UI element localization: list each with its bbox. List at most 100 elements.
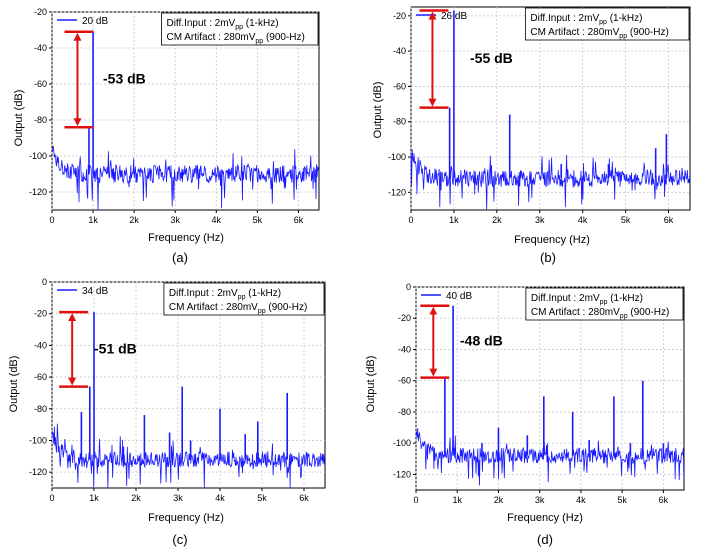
y-tick-label: -40	[393, 46, 406, 56]
x-tick-label: 4k	[576, 495, 586, 505]
y-tick-label: -80	[393, 117, 406, 127]
spectrum-trace	[415, 428, 685, 486]
info-line-diff-input: Diff.Input : 2mVpp (1-kHz)	[530, 13, 642, 26]
x-tick-label: 0	[49, 493, 54, 503]
x-tick-label: 2k	[129, 215, 139, 225]
legend-label: 20 dB	[82, 16, 108, 27]
y-tick-label: -100	[393, 438, 411, 448]
x-tick-label: 3k	[535, 495, 545, 505]
x-tick-label: 2k	[131, 493, 141, 503]
panel-caption: (a)	[172, 250, 188, 265]
info-text: CM Artifact : 280mV	[531, 307, 620, 318]
spectrum-trace	[51, 145, 320, 211]
x-tick-label: 5k	[257, 493, 267, 503]
y-tick-label: -100	[29, 435, 47, 445]
info-text: Diff.Input : 2mV	[169, 288, 238, 299]
y-tick-label: -20	[398, 313, 411, 323]
info-text: (900-Hz)	[628, 307, 670, 318]
panel-a: Output (dB) Frequency (Hz) (a) -120 -100 -…	[13, 7, 320, 265]
x-tick-label: 6k	[664, 215, 674, 225]
info-text: (1-kHz)	[607, 293, 643, 304]
x-tick-label: 3k	[170, 215, 180, 225]
x-axis-label: Frequency (Hz)	[514, 234, 590, 246]
info-box	[525, 287, 684, 321]
info-subscript: pp	[619, 33, 627, 40]
x-axis-label: Frequency (Hz)	[148, 512, 224, 524]
y-tick-label: -120	[393, 469, 411, 479]
x-tick-label: 6k	[299, 493, 309, 503]
y-tick-label: -100	[29, 151, 47, 161]
info-text: Diff.Input : 2mV	[530, 13, 599, 24]
x-tick-label: 0	[408, 215, 413, 225]
y-tick-label: -120	[388, 187, 406, 197]
info-subscript: pp	[599, 19, 607, 26]
info-box	[524, 7, 690, 41]
y-tick-label: -40	[34, 340, 47, 350]
x-tick-label: 1k	[449, 215, 459, 225]
panel-c: Output (dB) Frequency (Hz) (c) -120 -100 -…	[8, 277, 326, 547]
info-text: (900-Hz)	[263, 32, 305, 43]
legend-label: 40 dB	[446, 291, 472, 302]
x-tick-label: 3k	[535, 215, 545, 225]
y-tick-label: -20	[34, 7, 47, 17]
info-line-cm-artifact: CM Artifact : 280mVpp (900-Hz)	[530, 27, 668, 40]
x-tick-label: 1k	[88, 215, 98, 225]
y-axis-label: Output (dB)	[372, 82, 384, 139]
annotation-label: -53 dB	[103, 71, 146, 87]
plot-frame	[51, 281, 326, 489]
annotation-label: -51 dB	[94, 340, 137, 356]
y-axis-label: Output (dB)	[13, 90, 25, 147]
x-tick-label: 5k	[621, 215, 631, 225]
info-text: (1-kHz)	[243, 18, 279, 29]
x-axis-label: Frequency (Hz)	[148, 232, 224, 244]
y-tick-label: -60	[34, 79, 47, 89]
info-subscript: pp	[238, 294, 246, 301]
y-tick-label: -60	[34, 372, 47, 382]
info-text: Diff.Input : 2mV	[531, 293, 600, 304]
info-text: CM Artifact : 280mV	[166, 32, 255, 43]
x-tick-label: 3k	[173, 493, 183, 503]
info-line-cm-artifact: CM Artifact : 280mVpp (900-Hz)	[166, 32, 304, 45]
x-tick-label: 6k	[294, 215, 304, 225]
info-text: CM Artifact : 280mV	[169, 302, 258, 313]
info-text: (1-kHz)	[245, 288, 281, 299]
info-line-diff-input: Diff.Input : 2mVpp (1-kHz)	[531, 293, 643, 306]
spectrum-trace	[51, 423, 326, 489]
info-text: CM Artifact : 280mV	[530, 27, 619, 38]
x-tick-label: 4k	[578, 215, 588, 225]
spectrum-trace	[410, 149, 691, 210]
legend-label: 34 dB	[82, 286, 108, 297]
info-text: Diff.Input : 2mV	[166, 18, 235, 29]
y-tick-label: -80	[34, 404, 47, 414]
info-line-diff-input: Diff.Input : 2mVpp (1-kHz)	[169, 288, 281, 301]
panel-caption: (b)	[540, 250, 556, 265]
panel-d: Output (dB) Frequency (Hz) (d) -120 -100 -…	[365, 282, 685, 547]
y-tick-label: 0	[42, 277, 47, 287]
y-tick-label: -60	[398, 376, 411, 386]
y-tick-label: -120	[29, 187, 47, 197]
y-tick-label: -120	[29, 467, 47, 477]
legend-label: 26 dB	[441, 11, 467, 22]
info-subscript: pp	[235, 24, 243, 31]
info-subscript: pp	[620, 313, 628, 320]
info-line-cm-artifact: CM Artifact : 280mVpp (900-Hz)	[169, 302, 307, 315]
x-tick-label: 0	[49, 215, 54, 225]
x-tick-label: 1k	[89, 493, 99, 503]
panel-b: Output (dB) Frequency (Hz) (b) -120 -100 -…	[372, 6, 691, 265]
info-text: (900-Hz)	[266, 302, 308, 313]
info-box	[161, 12, 319, 46]
plot-frame	[415, 286, 685, 491]
y-tick-label: -80	[398, 407, 411, 417]
x-tick-label: 2k	[494, 495, 504, 505]
y-tick-label: -100	[388, 152, 406, 162]
annotation-label: -48 dB	[460, 333, 503, 349]
info-box	[163, 282, 325, 316]
y-tick-label: -80	[34, 115, 47, 125]
annotation-label: -55 dB	[470, 50, 513, 66]
info-line-diff-input: Diff.Input : 2mVpp (1-kHz)	[166, 18, 278, 31]
x-tick-label: 4k	[212, 215, 222, 225]
panel-caption: (c)	[172, 532, 187, 547]
y-tick-label: -40	[34, 43, 47, 53]
y-axis-label: Output (dB)	[8, 356, 20, 413]
